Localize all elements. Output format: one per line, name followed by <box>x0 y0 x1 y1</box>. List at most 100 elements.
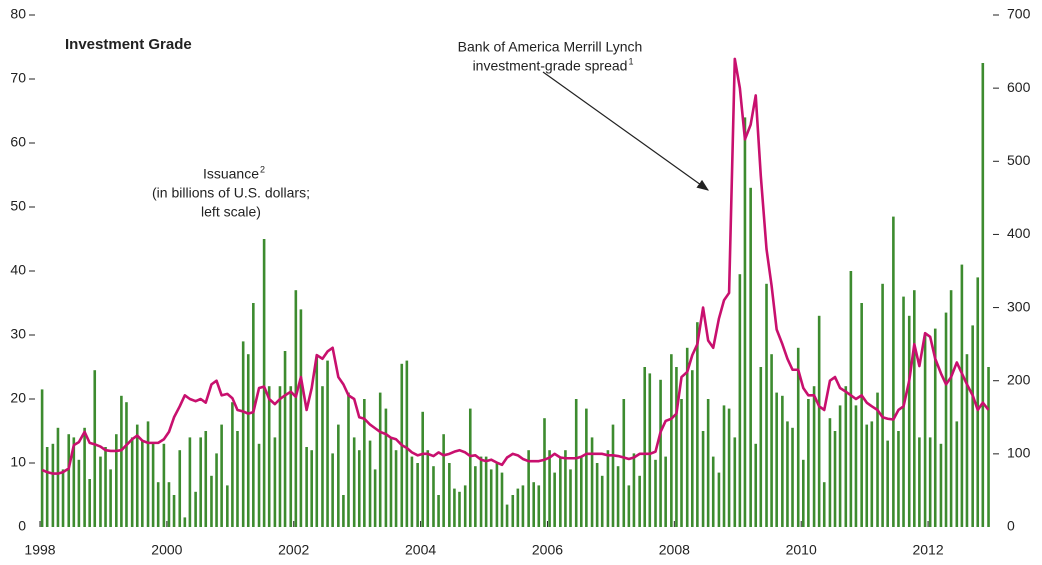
bar <box>156 482 160 527</box>
bar <box>162 443 166 527</box>
bar <box>135 424 139 527</box>
bar <box>802 459 805 527</box>
bar <box>167 482 171 527</box>
bar <box>527 450 530 527</box>
bar <box>627 485 631 527</box>
bar <box>151 443 155 527</box>
bar <box>675 367 678 527</box>
bar <box>241 341 245 527</box>
x-tick-label: 2008 <box>659 542 690 558</box>
bar <box>828 418 832 527</box>
bar <box>860 303 863 527</box>
bar <box>548 450 551 527</box>
bar <box>125 402 128 527</box>
y-tick-label: 30 <box>10 326 26 342</box>
bar <box>786 421 789 527</box>
bar <box>759 367 763 527</box>
bar <box>479 456 483 527</box>
bar <box>299 309 303 527</box>
y2-tick-label: 300 <box>1007 298 1031 314</box>
y2-tick-label: 200 <box>1007 371 1031 387</box>
y2-tick-label: 500 <box>1007 152 1031 168</box>
bar <box>928 437 932 527</box>
bar <box>178 450 182 527</box>
bar <box>770 354 773 527</box>
bar <box>305 447 308 527</box>
bar <box>61 469 65 527</box>
bar <box>622 399 626 527</box>
bar <box>532 482 536 527</box>
bar <box>648 373 652 527</box>
bar <box>817 315 821 527</box>
bar <box>711 456 715 527</box>
bar <box>51 443 55 527</box>
bar <box>210 475 213 527</box>
bar <box>262 239 266 527</box>
bar <box>120 395 123 527</box>
x-tick-label: 2000 <box>151 542 182 558</box>
bar <box>654 459 657 527</box>
bar <box>516 488 520 527</box>
bar <box>426 450 430 527</box>
bar <box>109 469 112 527</box>
bar <box>315 357 319 527</box>
bar <box>781 395 784 527</box>
bar <box>246 354 250 527</box>
bar <box>474 466 477 527</box>
bar <box>130 437 134 527</box>
bar <box>99 456 102 527</box>
bar <box>521 485 525 527</box>
bar <box>574 399 578 527</box>
bar <box>690 370 694 527</box>
bar <box>775 392 778 527</box>
bar <box>553 472 556 527</box>
bar <box>448 463 451 527</box>
bar <box>104 447 107 527</box>
bar <box>960 264 964 527</box>
bar <box>569 469 572 527</box>
bar <box>432 466 435 527</box>
bar <box>892 216 895 527</box>
bar <box>733 437 737 527</box>
bar <box>283 351 287 527</box>
y-tick-label: 70 <box>10 70 26 86</box>
bar <box>579 456 583 527</box>
bar <box>664 456 667 527</box>
bar <box>231 402 234 527</box>
bar <box>363 399 366 527</box>
annotation: investment-grade spread <box>473 58 628 74</box>
annotation: Bank of America Merrill Lynch <box>458 39 643 55</box>
bar <box>616 466 620 527</box>
bar <box>72 437 76 527</box>
x-tick-label: 1998 <box>24 542 55 558</box>
bar <box>876 392 879 527</box>
y-tick-label: 50 <box>10 198 26 214</box>
bar <box>838 405 842 527</box>
bar <box>897 431 900 527</box>
bar <box>357 450 361 527</box>
bar <box>83 427 86 527</box>
bar <box>141 440 144 527</box>
bar <box>822 482 826 527</box>
x-tick-label: 2010 <box>786 542 817 558</box>
bar <box>77 459 81 527</box>
bar <box>939 443 943 527</box>
bar <box>844 386 848 527</box>
bar <box>611 424 615 527</box>
bar <box>236 431 239 527</box>
bar <box>902 296 905 527</box>
bar <box>394 450 398 527</box>
bar <box>45 447 49 527</box>
bar <box>701 431 705 527</box>
bar <box>754 443 758 527</box>
bar <box>199 437 202 527</box>
annotation: Issuance <box>203 166 259 182</box>
bar <box>146 421 150 527</box>
bar <box>273 437 277 527</box>
bar <box>458 491 461 527</box>
bar <box>326 360 329 527</box>
bar <box>437 495 440 527</box>
bar <box>410 456 414 527</box>
x-tick-label: 2004 <box>405 542 436 558</box>
bar <box>796 347 800 527</box>
